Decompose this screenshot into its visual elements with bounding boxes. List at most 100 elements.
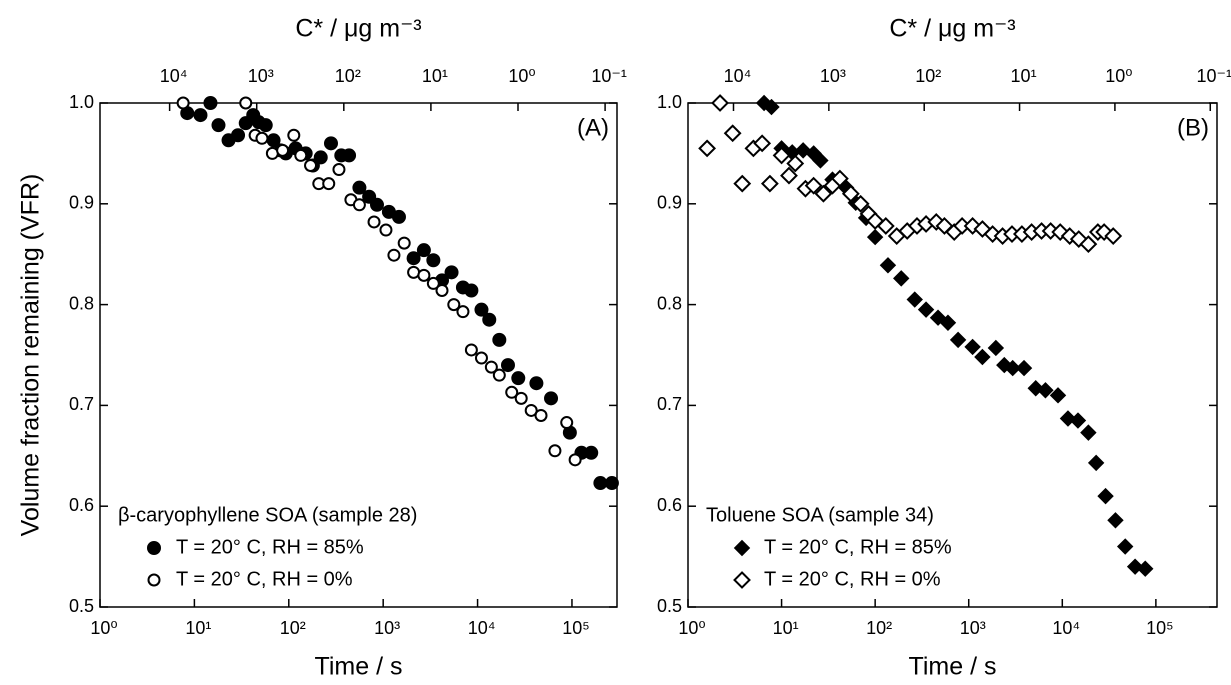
x2-tick-label: 10² xyxy=(335,66,361,86)
plot-frame xyxy=(687,102,1218,608)
x2-tick-label: 10¹ xyxy=(422,66,448,86)
data-point xyxy=(352,198,366,212)
data-point xyxy=(416,243,431,258)
x-tick-label: 10⁵ xyxy=(562,618,589,638)
x-tick-label: 10⁵ xyxy=(1146,618,1173,638)
y-tick-label: 0.9 xyxy=(657,193,682,213)
data-point xyxy=(1015,359,1033,377)
x2-axis-title: C* / μg m⁻³ xyxy=(295,15,421,43)
data-point xyxy=(1069,412,1087,429)
data-point xyxy=(1097,487,1114,505)
data-point xyxy=(417,268,431,282)
y-axis-title: Volume fraction remaining (VFR) xyxy=(17,174,45,537)
data-point xyxy=(879,257,897,274)
data-point xyxy=(917,301,935,318)
panel-label: (B) xyxy=(1177,114,1209,141)
y-tick-label: 0.5 xyxy=(657,596,682,616)
data-point xyxy=(772,146,791,165)
data-point xyxy=(560,416,574,430)
x2-tick-label: 10⁴ xyxy=(160,66,188,86)
data-point xyxy=(474,351,488,365)
data-point xyxy=(369,197,384,212)
data-point xyxy=(176,96,190,110)
data-point xyxy=(258,118,273,133)
data-point xyxy=(342,148,357,163)
data-point xyxy=(851,194,870,213)
y-tick-label: 0.8 xyxy=(657,293,682,313)
data-point xyxy=(514,391,528,405)
data-point xyxy=(474,302,489,317)
data-point xyxy=(780,166,798,185)
data-point xyxy=(294,148,308,162)
legend-title: Toluene SOA (sample 34) xyxy=(706,504,934,526)
data-point xyxy=(529,376,544,391)
data-point xyxy=(906,291,923,308)
data-point xyxy=(464,283,479,298)
data-point xyxy=(876,217,895,235)
y-tick-label: 0.9 xyxy=(69,193,94,213)
data-point xyxy=(484,360,498,374)
y-tick-label: 0.7 xyxy=(657,394,682,414)
legend-marker xyxy=(147,573,161,587)
x2-tick-label: 10⁻¹ xyxy=(591,66,627,86)
data-point xyxy=(524,403,538,417)
x-tick-label: 10⁰ xyxy=(678,618,705,638)
data-point xyxy=(447,298,461,312)
legend-marker xyxy=(147,541,161,555)
x2-tick-label: 10⁴ xyxy=(724,66,752,86)
data-point xyxy=(711,94,729,112)
data-point xyxy=(456,305,470,319)
legend-label: T = 20° C, RH = 0% xyxy=(764,568,941,590)
data-point xyxy=(391,209,406,224)
x-tick-label: 10² xyxy=(866,618,892,638)
data-point xyxy=(1116,538,1134,555)
data-point xyxy=(276,143,290,157)
y-tick-label: 0.6 xyxy=(69,495,94,515)
data-point xyxy=(203,96,218,110)
legend-marker xyxy=(733,539,751,557)
data-point xyxy=(548,444,562,458)
panel-label: (A) xyxy=(577,114,609,141)
data-point xyxy=(239,96,253,110)
legend-marker xyxy=(733,571,751,589)
data-point xyxy=(379,223,393,237)
data-point xyxy=(804,176,823,195)
data-point xyxy=(444,265,459,280)
x2-tick-label: 10⁻¹ xyxy=(1197,66,1231,86)
legend-title: β-caryophyllene SOA (sample 28) xyxy=(118,504,417,526)
x2-axis-title: C* / μg m⁻³ xyxy=(889,15,1015,43)
x-axis-title: Time / s xyxy=(909,653,997,681)
data-point xyxy=(812,152,829,169)
x-tick-label: 10¹ xyxy=(185,618,211,638)
data-point xyxy=(1079,235,1098,254)
y-tick-label: 0.8 xyxy=(69,293,94,313)
data-point xyxy=(964,338,981,356)
x-tick-label: 10¹ xyxy=(773,618,799,638)
data-point xyxy=(733,174,752,193)
data-point xyxy=(407,265,421,279)
x2-tick-label: 10¹ xyxy=(1011,66,1037,86)
x-tick-label: 10³ xyxy=(374,618,400,638)
data-point xyxy=(1004,359,1021,377)
data-point xyxy=(211,118,226,133)
data-point xyxy=(763,98,780,116)
x-tick-label: 10⁴ xyxy=(1052,618,1080,638)
data-point xyxy=(1137,560,1154,577)
data-point xyxy=(841,184,860,203)
data-point xyxy=(322,177,336,191)
data-point xyxy=(304,158,318,172)
data-point xyxy=(584,445,599,460)
y-tick-label: 0.7 xyxy=(69,394,94,414)
x2-tick-label: 10⁰ xyxy=(1105,66,1132,86)
data-point xyxy=(1087,454,1105,472)
data-point xyxy=(830,169,849,188)
data-point xyxy=(753,134,772,153)
data-point xyxy=(1049,387,1067,404)
data-point xyxy=(1080,424,1097,441)
data-point xyxy=(426,253,441,268)
data-point xyxy=(500,358,515,373)
data-point xyxy=(426,276,440,290)
data-point xyxy=(505,385,519,399)
data-point xyxy=(987,339,1005,357)
